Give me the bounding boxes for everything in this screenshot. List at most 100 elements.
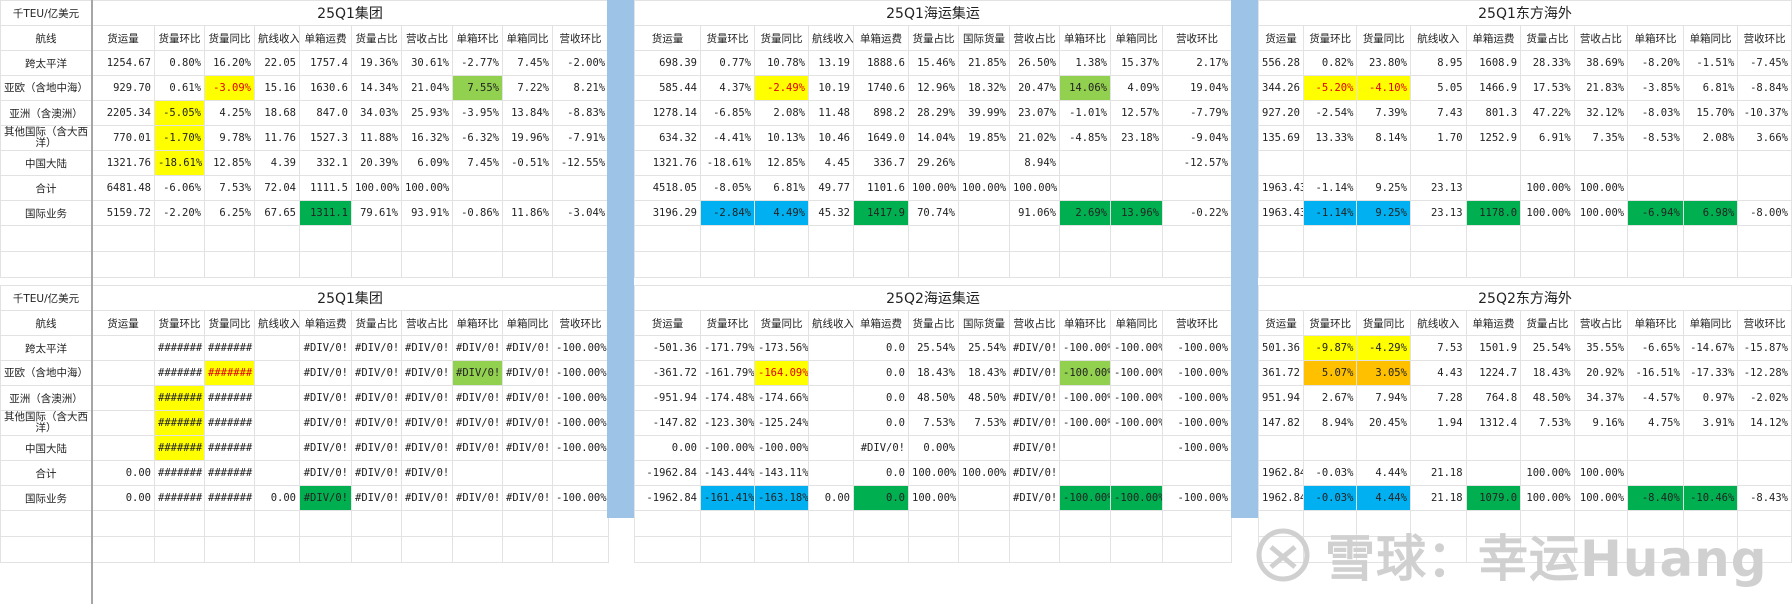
cell[interactable]: -10.37% bbox=[1737, 100, 1792, 126]
empty-cell[interactable] bbox=[634, 510, 701, 537]
cell[interactable]: -1.70% bbox=[154, 125, 205, 151]
cell[interactable]: #DIV/0! bbox=[401, 360, 453, 386]
column-header[interactable]: 货量同比 bbox=[204, 25, 255, 51]
cell[interactable]: 15.46% bbox=[908, 50, 959, 76]
cell[interactable]: #DIV/0! bbox=[452, 335, 503, 361]
cell[interactable]: 20.39% bbox=[351, 150, 402, 176]
cell[interactable]: 79.61% bbox=[351, 200, 402, 226]
cell[interactable]: 16.20% bbox=[204, 50, 255, 76]
cell[interactable]: -10.46% bbox=[1682, 485, 1739, 511]
cell[interactable]: #DIV/0! bbox=[299, 435, 352, 461]
empty-cell[interactable] bbox=[958, 251, 1010, 278]
cell[interactable] bbox=[1465, 460, 1522, 486]
column-header[interactable]: 单箱环比 bbox=[452, 25, 503, 51]
cell[interactable]: 0.00 bbox=[254, 485, 300, 511]
cell[interactable] bbox=[1302, 150, 1358, 176]
cell[interactable]: #DIV/0! bbox=[351, 360, 402, 386]
cell[interactable]: #DIV/0! bbox=[1009, 360, 1060, 386]
empty-cell[interactable] bbox=[1356, 536, 1411, 563]
empty-cell[interactable] bbox=[754, 225, 809, 252]
cell[interactable]: 634.32 bbox=[634, 125, 701, 151]
cell[interactable]: 25.93% bbox=[401, 100, 453, 126]
empty-cell[interactable] bbox=[958, 225, 1010, 252]
cell[interactable]: -173.56% bbox=[754, 335, 809, 361]
cell[interactable]: #DIV/0! bbox=[351, 335, 402, 361]
cell[interactable]: 100.00% bbox=[1520, 175, 1575, 201]
column-header[interactable]: 货量占比 bbox=[1520, 25, 1575, 51]
section-table-6[interactable]: 25Q2东方海外 货运量 货量环比 货量同比 航线收入 单箱运费 货量占比 营收占比 单箱环比单… bbox=[1258, 285, 1792, 563]
empty-cell[interactable] bbox=[351, 510, 402, 537]
cell[interactable]: #DIV/0! bbox=[401, 460, 453, 486]
cell[interactable]: 847.0 bbox=[299, 100, 352, 126]
empty-cell[interactable] bbox=[91, 251, 155, 278]
cell[interactable]: ####### bbox=[204, 410, 255, 436]
empty-cell[interactable] bbox=[1258, 251, 1304, 278]
cell[interactable]: 100.00% bbox=[958, 175, 1010, 201]
cell[interactable]: -8.43% bbox=[1737, 485, 1792, 511]
empty-cell[interactable] bbox=[1302, 225, 1358, 252]
cell[interactable]: 20.92% bbox=[1573, 360, 1629, 386]
column-header[interactable]: 单箱同比 bbox=[1110, 25, 1163, 51]
cell[interactable]: 361.72 bbox=[1258, 360, 1304, 386]
column-header[interactable]: 货量占比 bbox=[1520, 310, 1575, 336]
cell[interactable] bbox=[1161, 175, 1233, 201]
cell[interactable] bbox=[1520, 150, 1575, 176]
column-header[interactable]: 货量环比 bbox=[1302, 310, 1358, 336]
cell[interactable]: #DIV/0! bbox=[452, 385, 503, 411]
cell[interactable]: -100.00% bbox=[1161, 410, 1233, 436]
cell[interactable]: 1111.5 bbox=[299, 175, 352, 201]
cell[interactable]: 18.68 bbox=[254, 100, 300, 126]
cell[interactable]: 0.00 bbox=[808, 485, 854, 511]
cell[interactable]: 19.96% bbox=[502, 125, 553, 151]
cell[interactable]: 2205.34 bbox=[91, 100, 155, 126]
cell[interactable]: #DIV/0! bbox=[401, 485, 453, 511]
cell[interactable]: 344.26 bbox=[1258, 75, 1304, 101]
column-header[interactable]: 货运量 bbox=[634, 25, 701, 51]
cell[interactable]: -9.04% bbox=[1161, 125, 1233, 151]
cell[interactable] bbox=[808, 410, 854, 436]
cell[interactable]: 10.46 bbox=[808, 125, 854, 151]
cell[interactable]: 0.00% bbox=[908, 435, 959, 461]
cell[interactable]: 6.81% bbox=[754, 175, 809, 201]
cell[interactable]: -1.14% bbox=[1302, 200, 1358, 226]
row-label[interactable]: 跨太平洋 bbox=[0, 335, 92, 361]
cell[interactable]: -6.85% bbox=[700, 100, 755, 126]
cell[interactable]: -8.40% bbox=[1627, 485, 1684, 511]
cell[interactable] bbox=[502, 175, 553, 201]
cell[interactable]: -951.94 bbox=[634, 385, 701, 411]
cell[interactable]: #DIV/0! bbox=[1009, 485, 1060, 511]
row-label[interactable]: 亚洲（含澳洲） bbox=[0, 100, 92, 126]
empty-cell[interactable] bbox=[351, 536, 402, 563]
cell[interactable]: #DIV/0! bbox=[351, 460, 402, 486]
cell[interactable]: -5.20% bbox=[1302, 75, 1358, 101]
empty-cell[interactable] bbox=[154, 510, 205, 537]
column-header[interactable]: 单箱运费 bbox=[299, 310, 352, 336]
cell[interactable]: 100.00% bbox=[1573, 175, 1629, 201]
cell[interactable]: -100.00% bbox=[551, 410, 610, 436]
cell[interactable]: 8.95 bbox=[1409, 50, 1467, 76]
cell[interactable]: 38.69% bbox=[1573, 50, 1629, 76]
cell[interactable]: #DIV/0! bbox=[452, 485, 503, 511]
cell[interactable]: -8.83% bbox=[551, 100, 610, 126]
cell[interactable]: 20.47% bbox=[1009, 75, 1060, 101]
column-header[interactable]: 货运量 bbox=[1258, 25, 1304, 51]
cell[interactable]: 4.44% bbox=[1356, 485, 1411, 511]
cell[interactable]: 0.97% bbox=[1682, 385, 1739, 411]
empty-cell[interactable] bbox=[1627, 536, 1684, 563]
cell[interactable]: -100.00% bbox=[1110, 385, 1163, 411]
cell[interactable] bbox=[958, 435, 1010, 461]
cell[interactable]: -8.00% bbox=[1737, 200, 1792, 226]
cell[interactable]: 100.00% bbox=[1573, 485, 1629, 511]
cell[interactable]: 5.07% bbox=[1302, 360, 1358, 386]
empty-cell[interactable] bbox=[1627, 225, 1684, 252]
cell[interactable]: 21.83% bbox=[1573, 75, 1629, 101]
cell[interactable]: -100.00% bbox=[1059, 385, 1111, 411]
column-header[interactable]: 单箱同比 bbox=[1682, 25, 1739, 51]
empty-cell[interactable] bbox=[502, 536, 553, 563]
empty-cell[interactable] bbox=[700, 510, 755, 537]
section-table-4[interactable]: 千TEU/亿美元 25Q1集团 航线 货运量 货量环比 货量同比 航线收入 单箱运费 货量占比营… bbox=[0, 285, 610, 563]
cell[interactable] bbox=[808, 385, 854, 411]
cell[interactable]: 0.77% bbox=[700, 50, 755, 76]
cell[interactable]: -100.00% bbox=[1161, 385, 1233, 411]
